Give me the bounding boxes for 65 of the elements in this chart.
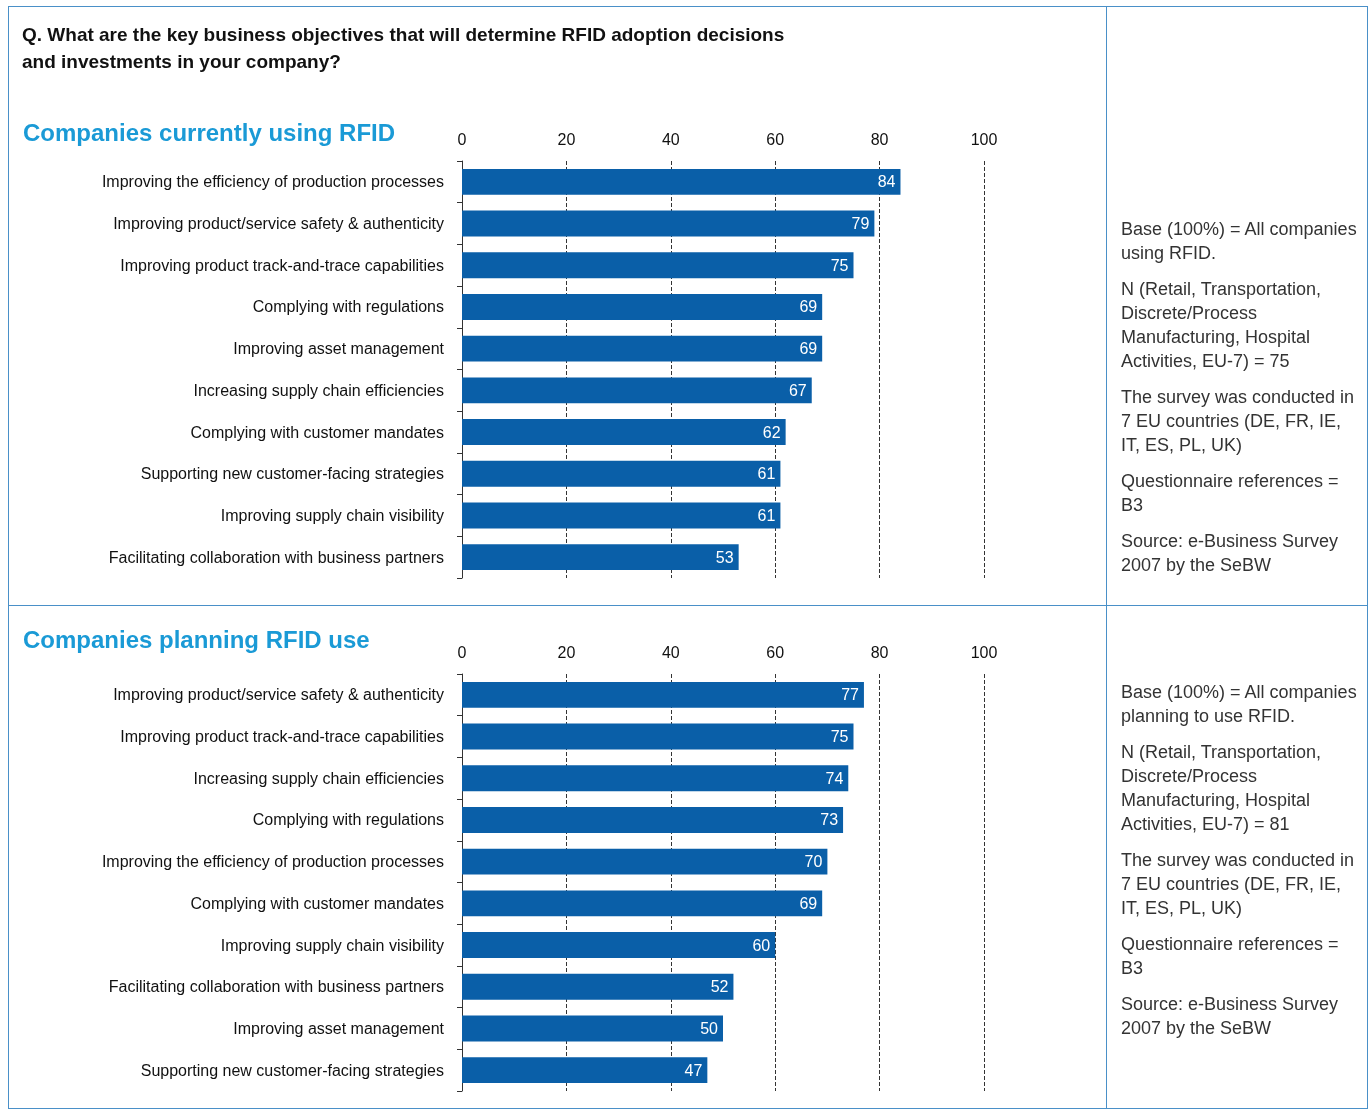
y-tick-label: Increasing supply chain efficiencies [193,381,444,399]
y-tick-label: Facilitating collaboration with business partners [108,978,444,996]
y-tick-label: Increasing supply chain efficiencies [193,769,444,787]
text: Base (100%) = All companies using RFID. [1121,218,1358,265]
text: Questionnaire references = B3 [1121,470,1340,517]
y-tick-label: Complying with customer mandates [190,894,444,912]
y-tick-label: Complying with regulations [252,298,444,316]
data-label: 47 [684,1061,703,1079]
data-label: 52 [710,978,729,996]
x-tick-label: 0 [457,643,467,661]
y-tick-label: Improving asset management [233,1019,445,1037]
y-tick-label: Improving product track-and-trace capabilities [120,728,444,746]
y-tick-label: Improving asset management [233,340,445,358]
x-tick-label: 100 [970,130,998,148]
data-label: 62 [762,423,781,441]
y-tick-label: Improving the efficiency of production processes [101,173,444,191]
data-label: 69 [799,298,818,316]
data-label: 53 [715,548,734,566]
data-label: 60 [752,936,771,954]
text: Companies planning RFID use [23,626,370,654]
x-tick-label: 60 [766,130,785,148]
x-tick-label: 20 [557,130,576,148]
data-label: 75 [830,256,849,274]
y-tick-label: Improving product track-and-trace capabilities [120,256,444,274]
text: The survey was conducted in 7 EU countries (DE, FR, IE, IT, ES, PL, UK) [1121,849,1356,920]
data-label: 84 [877,173,896,191]
x-tick-label: 0 [457,130,467,148]
data-label: 69 [799,894,818,912]
x-tick-label: 60 [766,643,785,661]
data-label: 75 [830,728,849,746]
x-tick-label: 40 [661,643,680,661]
text: N (Retail, Transportation, Discrete/Process Manufacturing, Hospital Activities, EU-7) = 75 [1121,278,1323,373]
x-tick-label: 80 [870,130,889,148]
y-tick-label: Improving supply chain visibility [220,936,444,954]
y-tick-label: Supporting new customer-facing strategies [140,1061,444,1079]
text: N (Retail, Transportation, Discrete/Process Manufacturing, Hospital Activities, EU-7) = 81 [1121,741,1323,836]
y-tick-label: Improving supply chain visibility [220,506,444,524]
x-tick-label: 80 [870,643,889,661]
y-tick-label: Improving product/service safety & authenticity [113,215,444,233]
text: Questionnaire references = B3 [1121,933,1340,980]
text: Base (100%) = All companies planning to use RFID. [1121,681,1358,728]
x-tick-label: 20 [557,643,576,661]
data-label: 50 [700,1019,719,1037]
source-note: Source: e-Business Survey 2007 by the SeBW [1121,993,1340,1040]
data-label: 67 [788,381,807,399]
data-label: 69 [799,340,818,358]
text: The survey was conducted in 7 EU countries (DE, FR, IE, IT, ES, PL, UK) [1121,386,1356,457]
y-tick-label: Complying with regulations [252,811,444,829]
y-tick-label: Supporting new customer-facing strategies [140,465,444,483]
source-note: Source: e-Business Survey 2007 by the SeBW [1121,530,1340,577]
data-label: 70 [804,853,823,871]
data-label: 73 [820,811,839,829]
x-tick-label: 100 [970,643,998,661]
data-label: 61 [757,506,776,524]
data-label: 61 [757,465,776,483]
y-tick-label: Improving the efficiency of production processes [101,853,444,871]
y-tick-label: Facilitating collaboration with business partners [108,548,444,566]
data-label: 77 [841,686,860,704]
chart-subtitle: Q. What are the key business objectives that will determine RFID adoption decisions and investments in your company? [22,23,786,74]
y-tick-label: Complying with customer mandates [190,423,444,441]
data-label: 74 [825,769,844,787]
x-tick-label: 40 [661,130,680,148]
text: Companies currently using RFID [23,119,396,147]
y-tick-label: Improving product/service safety & authenticity [113,686,444,704]
data-label: 79 [851,215,870,233]
